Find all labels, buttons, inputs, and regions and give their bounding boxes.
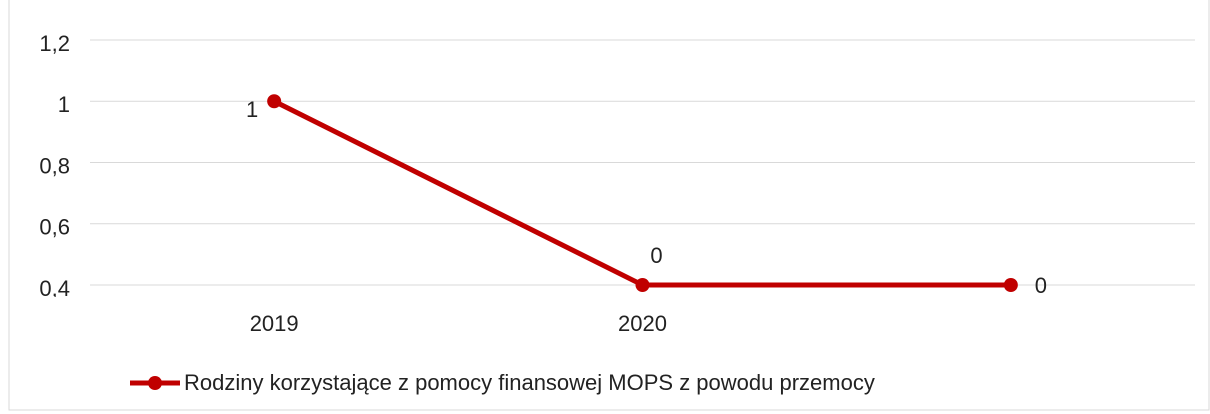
data-label: 1: [246, 97, 258, 122]
data-label: 0: [650, 243, 662, 268]
x-tick-label: 2019: [250, 311, 299, 336]
y-tick-label: 0,6: [39, 215, 70, 240]
y-tick-label: 0,8: [39, 153, 70, 178]
data-label: 0: [1035, 273, 1047, 298]
y-tick-label: 1,2: [39, 31, 70, 56]
point: [1003, 278, 1018, 292]
chart-border: [8, 0, 1210, 411]
point: [635, 278, 650, 292]
x-tick-label: 2020: [618, 311, 667, 336]
legend-marker: [148, 376, 162, 390]
point: [267, 94, 282, 109]
legend-label: Rodziny korzystające z pomocy finansowej…: [184, 370, 875, 395]
y-tick-label: 1: [58, 92, 70, 117]
y-tick-label: 0,4: [39, 276, 70, 301]
crop-mask: [10, 297, 85, 311]
